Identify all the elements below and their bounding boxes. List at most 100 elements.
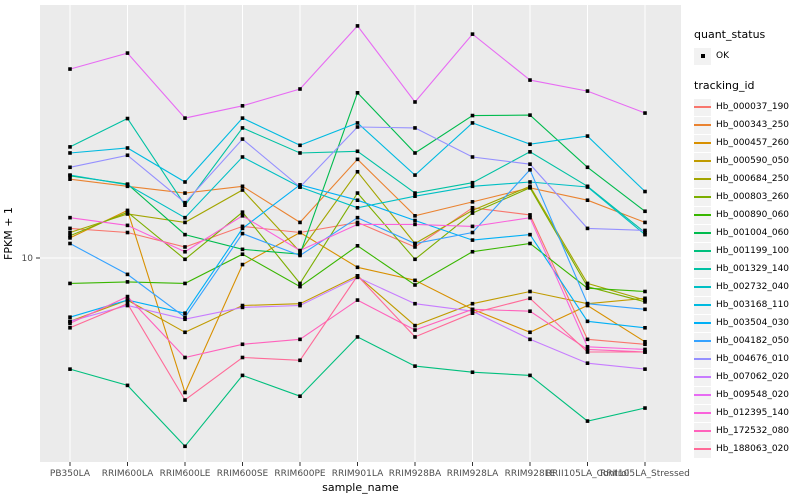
legend-item-label: Hb_188063_020 [716,444,790,454]
x-tick-label: RRIM600SE [217,469,269,479]
legend-item-label: Hb_000590_050 [716,156,790,166]
legend-key-box [694,224,711,242]
data-point-Hb_000890_060 [125,280,130,284]
legend-item: Hb_000803_260 [694,188,800,206]
data-point-Hb_004676_010 [470,155,475,159]
data-point-Hb_001004_060 [528,113,532,117]
data-point-Hb_000343_250 [585,198,590,203]
legend-item-label: Hb_012395_140 [716,408,790,418]
data-point-Hb_000890_060 [470,249,475,254]
data-point-Hb_004182_050 [643,307,647,312]
data-point-Hb_000890_060 [643,289,647,294]
data-point-Hb_000590_050 [183,330,187,335]
data-point-Hb_001199_100 [298,394,302,399]
legend-item: Hb_000890_060 [694,206,800,224]
legend-item-label: Hb_000684_250 [716,174,790,184]
legend-item-ok: OK [694,47,800,65]
data-point-Hb_001329_140 [643,230,647,235]
legend-tracking-title: tracking_id [694,79,755,92]
data-point-Hb_003168_110 [240,116,245,120]
legend-key-box [694,422,711,440]
data-point-Hb_188063_020 [470,311,475,315]
data-point-Hb_001329_140 [68,145,72,149]
data-point-Hb_188063_020 [643,350,647,354]
data-point-Hb_000343_250 [643,220,647,225]
data-point-Hb_000803_260 [643,300,647,304]
data-point-Hb_000037_190 [585,337,590,342]
legend-item: Hb_000590_050 [694,152,800,170]
legend-tracking-id: tracking_id Hb_000037_190 Hb_000343_250 Hb… [694,79,800,458]
data-point-Hb_001199_100 [528,373,532,378]
data-point-Hb_000890_060 [68,281,72,286]
legend-item: Hb_004182_050 [694,332,800,350]
x-tick-label: RRIM928LE [505,469,556,479]
data-point-Hb_001199_100 [68,367,72,371]
data-point-Hb_001199_100 [183,444,187,449]
data-point-Hb_000457_260 [298,230,302,235]
series-color-line-icon [694,142,711,144]
legend-item: Hb_001329_140 [694,260,800,278]
legend-item-label: Hb_004676_010 [716,354,790,364]
data-point-Hb_000343_250 [413,214,417,218]
series-color-line-icon [694,358,711,360]
data-point-Hb_001199_100 [585,419,590,423]
data-point-Hb_012395_140 [240,214,245,218]
data-point-Hb_000037_190 [413,245,417,249]
series-color-line-icon [694,412,711,414]
data-point-Hb_002732_040 [643,232,647,237]
data-point-Hb_003504_030 [643,325,647,330]
data-point-Hb_000343_250 [355,157,360,162]
data-point-Hb_172532_080 [183,355,187,360]
data-point-Hb_004182_050 [470,230,475,235]
x-tick-label: RRIM600LA [102,469,154,479]
data-point-Hb_172532_080 [355,298,360,302]
data-point-Hb_012395_140 [585,345,590,349]
data-point-Hb_188063_020 [413,335,417,339]
series-color-line-icon [694,430,711,432]
data-point-Hb_002732_040 [470,184,475,189]
data-point-Hb_004676_010 [585,226,590,231]
x-tick-label: RRIM928BA [389,469,442,479]
data-point-Hb_001004_060 [413,151,417,155]
legend-item: Hb_007062_020 [694,368,800,386]
data-point-Hb_002732_040 [528,180,532,184]
legend-tracking-items: Hb_000037_190 Hb_000343_250 Hb_000457_260 H… [694,98,800,458]
series-color-line-icon [694,394,711,396]
series-color-line-icon [694,448,711,450]
legend-item: Hb_188063_020 [694,440,800,458]
legend-item: Hb_001004_060 [694,224,800,242]
data-point-Hb_001329_140 [355,149,360,154]
legend-item: Hb_003168_110 [694,296,800,314]
data-point-Hb_007062_020 [528,337,532,342]
point-marker-icon [700,54,705,58]
series-color-line-icon [694,214,711,216]
data-point-Hb_009548_020 [470,32,475,36]
data-point-Hb_003504_030 [68,315,72,319]
data-point-Hb_188063_020 [585,350,590,354]
legend-key-box [694,296,711,314]
data-point-Hb_000457_260 [413,278,417,283]
legend-item-label: Hb_000803_260 [716,192,790,202]
series-color-line-icon [694,250,711,252]
data-point-Hb_003504_030 [585,319,590,324]
y-tick-label: 10 [22,254,34,264]
legend-item-label: Hb_000343_250 [716,120,790,130]
legend-key-box [694,404,711,422]
data-point-Hb_000343_250 [298,220,302,225]
data-point-Hb_004676_010 [413,126,417,130]
data-point-Hb_007062_020 [68,319,72,324]
data-point-Hb_004182_050 [298,253,302,258]
data-point-Hb_002732_040 [125,183,130,187]
data-point-Hb_007062_020 [643,367,647,371]
series-color-line-icon [694,322,711,324]
data-point-Hb_000803_260 [240,210,245,214]
data-point-Hb_012395_140 [298,248,302,253]
data-point-Hb_009548_020 [528,78,532,82]
data-point-Hb_003168_110 [528,142,532,147]
series-color-line-icon [694,340,711,342]
data-point-Hb_003168_110 [355,121,360,125]
legend-item-label: Hb_001199_100 [716,246,790,256]
data-point-Hb_003504_030 [240,226,245,231]
legend-key-box [694,206,711,224]
data-point-Hb_002732_040 [355,205,360,210]
